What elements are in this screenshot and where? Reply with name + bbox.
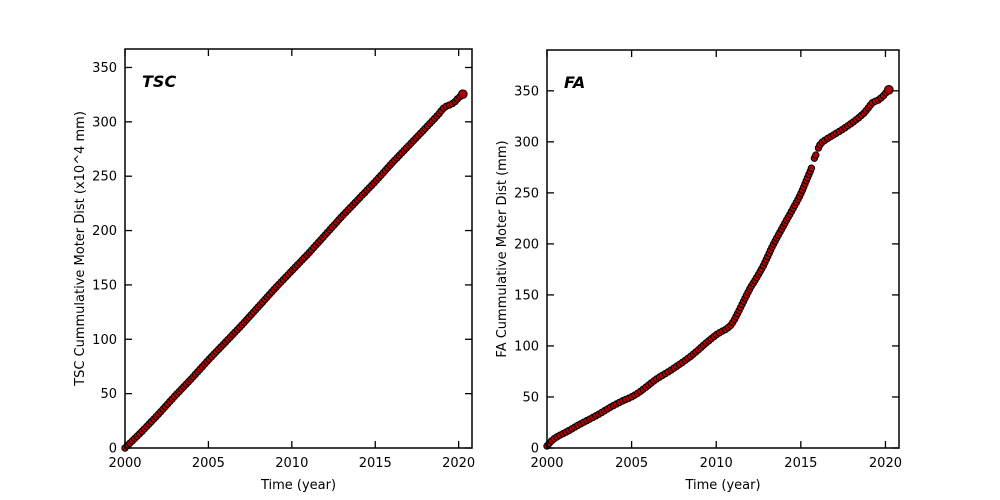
plot-frame — [124, 48, 473, 449]
y-tick-label: 150 — [514, 288, 539, 303]
plot-title: FA — [564, 73, 585, 92]
y-tick-label: 250 — [514, 186, 539, 201]
y-axis-label: FA Cummulative Moter Dist (mm) — [495, 140, 510, 357]
plot-fa: 2000 2005 2010 2015 2020 0 50 100 150 200 250 300 35… — [495, 49, 902, 493]
x-tick-label: 2000 — [108, 456, 141, 471]
plot-title: TSC — [142, 72, 176, 91]
x-tick-label: 2015 — [359, 456, 392, 471]
y-tick-label: 300 — [514, 135, 539, 150]
x-tick-label: 2020 — [869, 456, 902, 471]
plot-frame — [546, 49, 900, 449]
x-tick-label: 2010 — [275, 456, 308, 471]
data-marker-endcap — [458, 89, 468, 99]
x-tick-label: 2005 — [192, 456, 225, 471]
data-marker-endcap — [884, 85, 894, 95]
data-series — [121, 89, 468, 452]
y-tick-label: 200 — [514, 237, 539, 252]
data-marker — [812, 151, 820, 159]
y-tick-label: 100 — [514, 339, 539, 354]
x-tick-label: 2020 — [442, 456, 475, 471]
x-tick-label: 2000 — [530, 456, 563, 471]
x-axis-label: Time (year) — [260, 478, 336, 493]
x-tick-label: 2010 — [700, 456, 733, 471]
y-tick-label: 350 — [514, 84, 539, 99]
y-tick-label: 0 — [109, 442, 117, 457]
y-axis-label: TSC Cummulative Moter Dist (x10^4 mm) — [73, 111, 88, 387]
plot-tsc: 2000 2005 2010 2015 2020 0 50 100 150 200 250 300 35… — [73, 48, 475, 493]
y-tick-label: 50 — [100, 387, 117, 402]
x-tick-label: 2005 — [615, 456, 648, 471]
y-tick-label: 200 — [92, 224, 117, 239]
x-tick-label: 2015 — [784, 456, 817, 471]
x-axis-label: Time (year) — [684, 478, 760, 493]
y-tick-label: 250 — [92, 170, 117, 185]
y-tick-label: 50 — [522, 390, 539, 405]
data-series — [543, 85, 894, 450]
y-tick-label: 0 — [531, 442, 539, 457]
y-tick-label: 150 — [92, 278, 117, 293]
y-tick-label: 350 — [92, 61, 117, 76]
y-tick-label: 100 — [92, 333, 117, 348]
data-marker — [807, 164, 816, 172]
y-tick-label: 300 — [92, 115, 117, 130]
